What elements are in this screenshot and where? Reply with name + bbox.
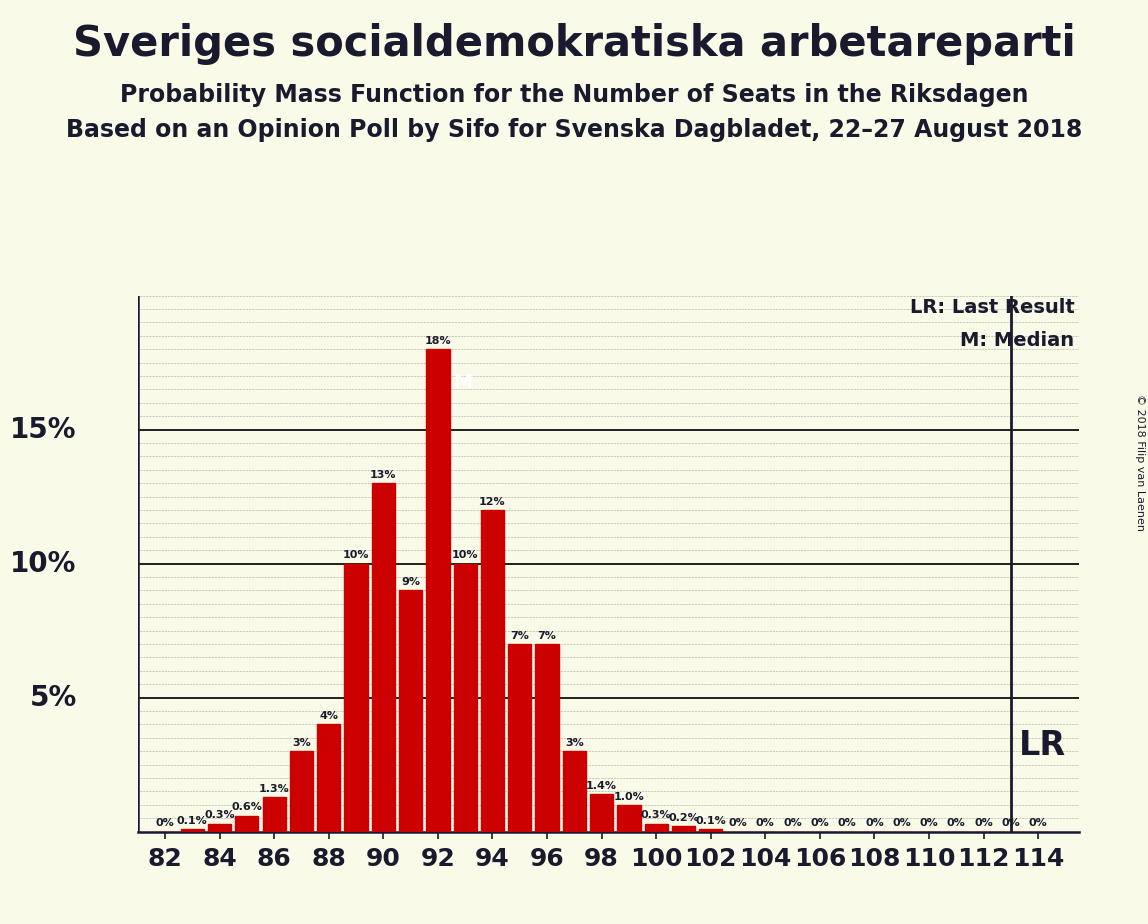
Text: 7%: 7% — [537, 631, 557, 641]
Text: LR: Last Result: LR: Last Result — [909, 298, 1075, 317]
Text: 7%: 7% — [511, 631, 529, 641]
Text: 0%: 0% — [892, 819, 912, 829]
Text: 0%: 0% — [1001, 819, 1021, 829]
Text: 0.1%: 0.1% — [696, 816, 727, 826]
Bar — [263, 796, 286, 832]
Bar — [590, 794, 613, 832]
Bar — [699, 829, 722, 832]
Bar — [344, 564, 367, 832]
Text: 5%: 5% — [30, 684, 77, 711]
Text: 0%: 0% — [975, 819, 993, 829]
Text: 0%: 0% — [866, 819, 884, 829]
Bar — [317, 724, 340, 832]
Text: 4%: 4% — [319, 711, 339, 722]
Text: 10%: 10% — [10, 550, 77, 578]
Text: Sveriges socialdemokratiska arbetareparti: Sveriges socialdemokratiska arbetarepart… — [72, 23, 1076, 65]
Text: 0%: 0% — [810, 819, 829, 829]
Bar — [535, 644, 559, 832]
Bar — [563, 751, 585, 832]
Text: 0%: 0% — [757, 819, 775, 829]
Text: 0%: 0% — [947, 819, 965, 829]
Bar — [453, 564, 476, 832]
Text: 3%: 3% — [292, 738, 311, 748]
Bar — [180, 829, 204, 832]
Text: 0%: 0% — [920, 819, 938, 829]
Bar — [290, 751, 313, 832]
Text: 0.1%: 0.1% — [177, 816, 208, 826]
Bar — [672, 826, 695, 832]
Text: 12%: 12% — [479, 497, 506, 507]
Text: 9%: 9% — [401, 578, 420, 588]
Text: 15%: 15% — [10, 416, 77, 444]
Text: 1.4%: 1.4% — [587, 781, 618, 791]
Bar — [208, 823, 231, 832]
Text: © 2018 Filip van Laenen: © 2018 Filip van Laenen — [1135, 394, 1145, 530]
Bar — [372, 483, 395, 832]
Text: 18%: 18% — [425, 336, 451, 346]
Text: 0%: 0% — [838, 819, 856, 829]
Bar — [618, 805, 641, 832]
Text: 0.3%: 0.3% — [641, 810, 672, 821]
Text: 13%: 13% — [370, 470, 396, 480]
Bar — [235, 816, 258, 832]
Bar — [426, 349, 450, 832]
Text: 3%: 3% — [565, 738, 583, 748]
Bar — [481, 510, 504, 832]
Text: 0.3%: 0.3% — [204, 810, 235, 821]
Text: 0.6%: 0.6% — [232, 802, 263, 812]
Bar — [509, 644, 532, 832]
Text: 10%: 10% — [343, 551, 370, 561]
Text: M: Median: M: Median — [960, 331, 1075, 349]
Text: 1.3%: 1.3% — [258, 784, 289, 794]
Text: 10%: 10% — [452, 551, 479, 561]
Text: M: M — [453, 373, 472, 393]
Text: Probability Mass Function for the Number of Seats in the Riksdagen: Probability Mass Function for the Number… — [119, 83, 1029, 107]
Text: 0%: 0% — [1029, 819, 1048, 829]
Text: Based on an Opinion Poll by Sifo for Svenska Dagbladet, 22–27 August 2018: Based on an Opinion Poll by Sifo for Sve… — [65, 118, 1083, 142]
Text: 0%: 0% — [783, 819, 802, 829]
Text: LR: LR — [1019, 729, 1066, 762]
Text: 1.0%: 1.0% — [613, 792, 644, 802]
Text: 0.2%: 0.2% — [668, 813, 699, 823]
Bar — [400, 590, 422, 832]
Text: 0%: 0% — [729, 819, 747, 829]
Bar — [644, 823, 668, 832]
Text: 0%: 0% — [156, 819, 174, 829]
